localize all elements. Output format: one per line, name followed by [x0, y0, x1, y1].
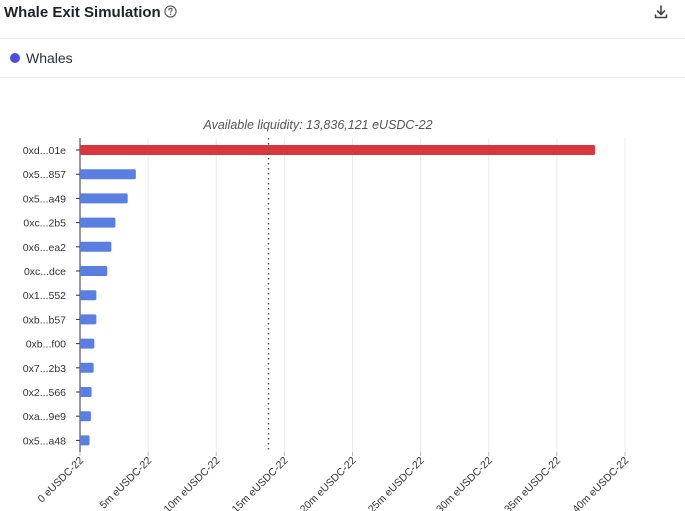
x-tick-label: 10m eUSDC-22: [161, 455, 222, 511]
y-tick-label: 0xd...01e: [23, 145, 66, 157]
widget-header: Whale Exit Simulation: [0, 0, 685, 39]
y-tick-label: 0x5...a48: [23, 435, 66, 447]
y-tick-label: 0x5...857: [23, 169, 66, 181]
liquidity-annotation: Available liquidity: 13,836,121 eUSDC-22: [202, 118, 432, 132]
y-tick-label: 0x5...a49: [23, 193, 66, 205]
bar[interactable]: [80, 241, 112, 252]
bar[interactable]: [80, 290, 97, 301]
bar[interactable]: [80, 435, 90, 446]
x-tick-label: 35m eUSDC-22: [502, 455, 563, 511]
x-tick-label: 0 eUSDC-22: [36, 455, 87, 506]
bar[interactable]: [80, 217, 116, 228]
bar[interactable]: [80, 387, 92, 397]
bar[interactable]: [80, 193, 128, 204]
x-tick-label: 25m eUSDC-22: [366, 455, 427, 511]
y-tick-label: 0xc...dce: [24, 266, 66, 278]
chart-legend: Whales: [0, 39, 685, 78]
x-tick-label: 5m eUSDC-22: [97, 455, 154, 511]
download-icon[interactable]: [653, 4, 669, 20]
y-tick-label: 0x7...2b3: [23, 363, 66, 375]
legend-label[interactable]: Whales: [26, 50, 73, 66]
question-circle-icon[interactable]: [164, 5, 177, 18]
y-tick-label: 0x6...ea2: [23, 242, 66, 254]
bar[interactable]: [80, 266, 108, 276]
bar[interactable]: [80, 362, 94, 373]
bar[interactable]: [80, 169, 136, 180]
bar[interactable]: [80, 145, 596, 155]
legend-marker: [10, 53, 20, 63]
bar[interactable]: [80, 314, 97, 325]
y-tick-label: 0x2...566: [23, 387, 66, 399]
x-tick-label: 40m eUSDC-22: [570, 455, 631, 511]
x-tick-label: 15m eUSDC-22: [230, 455, 291, 511]
x-tick-label: 30m eUSDC-22: [434, 455, 495, 511]
bar[interactable]: [80, 411, 91, 422]
y-tick-label: 0xa...9e9: [23, 411, 66, 423]
widget-title: Whale Exit Simulation: [4, 4, 161, 21]
y-tick-label: 0xb...f00: [26, 339, 66, 351]
bar[interactable]: [80, 338, 95, 349]
x-tick-label: 20m eUSDC-22: [298, 455, 359, 511]
y-tick-label: 0x1...552: [23, 290, 66, 302]
y-tick-label: 0xc...2b5: [23, 218, 66, 230]
y-tick-label: 0xb...b57: [23, 314, 66, 326]
